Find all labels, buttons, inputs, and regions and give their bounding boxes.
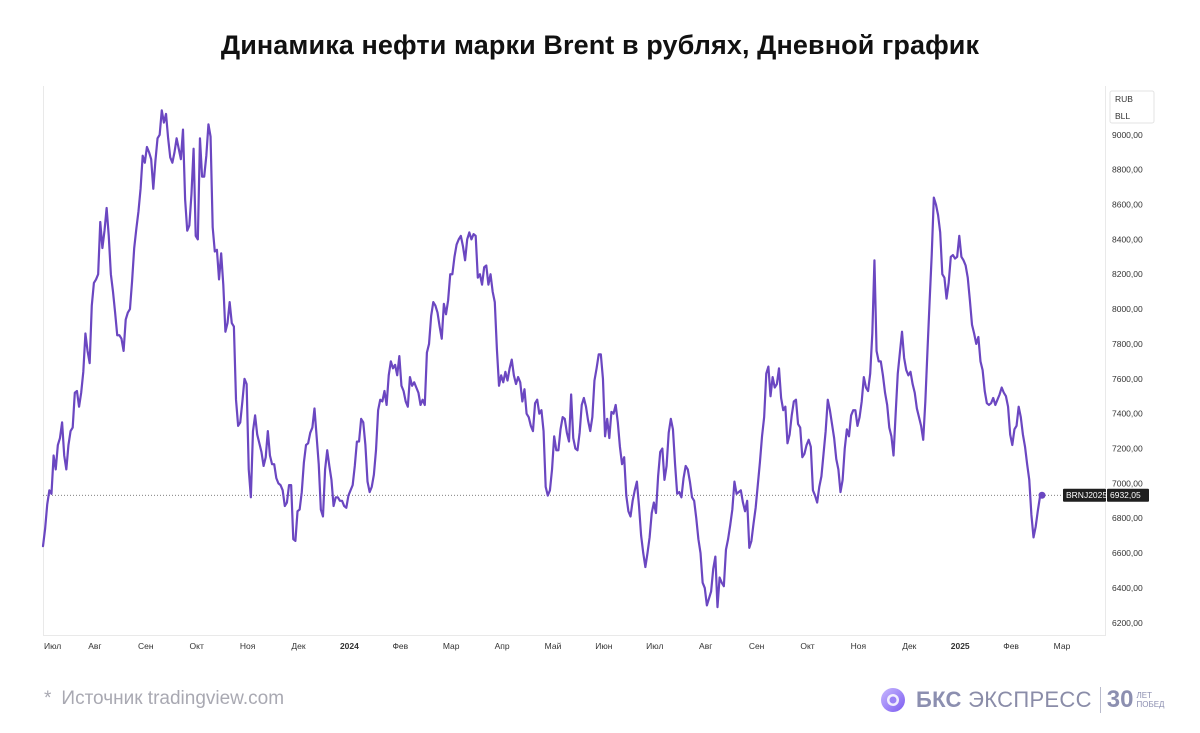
last-price-label: 6932,05 xyxy=(1110,490,1141,500)
x-tick-label: Окт xyxy=(800,641,814,651)
x-tick-label: Окт xyxy=(190,641,204,651)
y-tick-label: 7400,00 xyxy=(1112,409,1143,419)
y-tick-label: 6800,00 xyxy=(1112,513,1143,523)
brand-name: БКС ЭКСПРЕСС xyxy=(916,687,1092,713)
x-tick-label: Авг xyxy=(88,641,101,651)
source-text: Источник tradingview.com xyxy=(61,688,285,709)
x-tick-label: Июл xyxy=(646,641,663,651)
y-tick-label: 6400,00 xyxy=(1112,583,1143,593)
x-tick-label: Июл xyxy=(44,641,61,651)
brand-years-sub: ЛЕТ ПОБЕД xyxy=(1136,691,1164,709)
x-tick-label: 2025 xyxy=(951,641,970,651)
brand-years: 30 xyxy=(1106,686,1134,713)
x-tick-label: Апр xyxy=(495,641,510,651)
source-star: * xyxy=(44,688,52,709)
y-tick-label: 8800,00 xyxy=(1112,165,1143,175)
brand-years-sub1: ЛЕТ xyxy=(1136,691,1152,700)
currency-selector[interactable] xyxy=(1109,90,1155,124)
y-tick-label: 6600,00 xyxy=(1112,548,1143,558)
series-line-brent[interactable] xyxy=(41,109,1044,609)
x-tick-label: Мар xyxy=(1054,641,1071,651)
y-tick-label: 8200,00 xyxy=(1112,269,1143,279)
source-note: * Источник tradingview.com xyxy=(44,688,284,710)
y-tick-label: 9000,00 xyxy=(1112,130,1143,140)
x-axis: Июл Авг Сен Окт Ноя Дек 2024 Фев Мар Апр Май Июн Июл… xyxy=(44,641,1071,651)
y-tick-label: 8400,00 xyxy=(1112,234,1143,244)
y-tick-label: 7800,00 xyxy=(1112,339,1143,349)
x-tick-label: Ноя xyxy=(240,641,256,651)
x-tick-label: Июн xyxy=(595,641,612,651)
x-tick-label: Фев xyxy=(392,641,408,651)
currency-rub-label[interactable]: RUB xyxy=(1115,94,1133,104)
currency-bll-label[interactable]: BLL xyxy=(1115,111,1130,121)
x-tick-label: Сен xyxy=(138,641,154,651)
brand-years-sub2: ПОБЕД xyxy=(1136,700,1165,709)
y-tick-label: 7600,00 xyxy=(1112,374,1143,384)
x-tick-label: Мар xyxy=(443,641,460,651)
x-tick-label: Ноя xyxy=(851,641,867,651)
y-tick-label: 8600,00 xyxy=(1112,200,1143,210)
ticker-label: BRNJ2025 xyxy=(1066,490,1107,500)
brand-name-rest: ЭКСПРЕСС xyxy=(961,687,1092,712)
y-axis: 6200,00 6400,00 6600,00 6800,00 7000,00 7200,… xyxy=(1112,130,1143,628)
y-tick-label: 6200,00 xyxy=(1112,618,1143,628)
x-tick-label: Сен xyxy=(749,641,765,651)
x-tick-label: Май xyxy=(545,641,562,651)
x-tick-label: 2024 xyxy=(340,641,359,651)
y-tick-label: 8000,00 xyxy=(1112,304,1143,314)
chart-title: Динамика нефти марки Brent в рублях, Дне… xyxy=(220,30,980,60)
brand-separator xyxy=(1099,687,1101,713)
x-tick-label: Дек xyxy=(291,641,305,651)
y-tick-label: 7000,00 xyxy=(1112,478,1143,488)
bks-express-logo: БКС ЭКСПРЕСС 30 ЛЕТ ПОБЕД xyxy=(880,684,1164,716)
brand-name-bold: БКС xyxy=(916,687,962,712)
x-tick-label: Фев xyxy=(1003,641,1019,651)
bks-logo-icon xyxy=(881,688,905,712)
ticker-badge xyxy=(1063,488,1106,502)
x-tick-label: Дек xyxy=(902,641,916,651)
last-price-badge xyxy=(1107,488,1149,502)
x-tick-label: Авг xyxy=(699,641,712,651)
y-tick-label: 7200,00 xyxy=(1112,444,1143,454)
last-price-point[interactable] xyxy=(1038,491,1046,499)
